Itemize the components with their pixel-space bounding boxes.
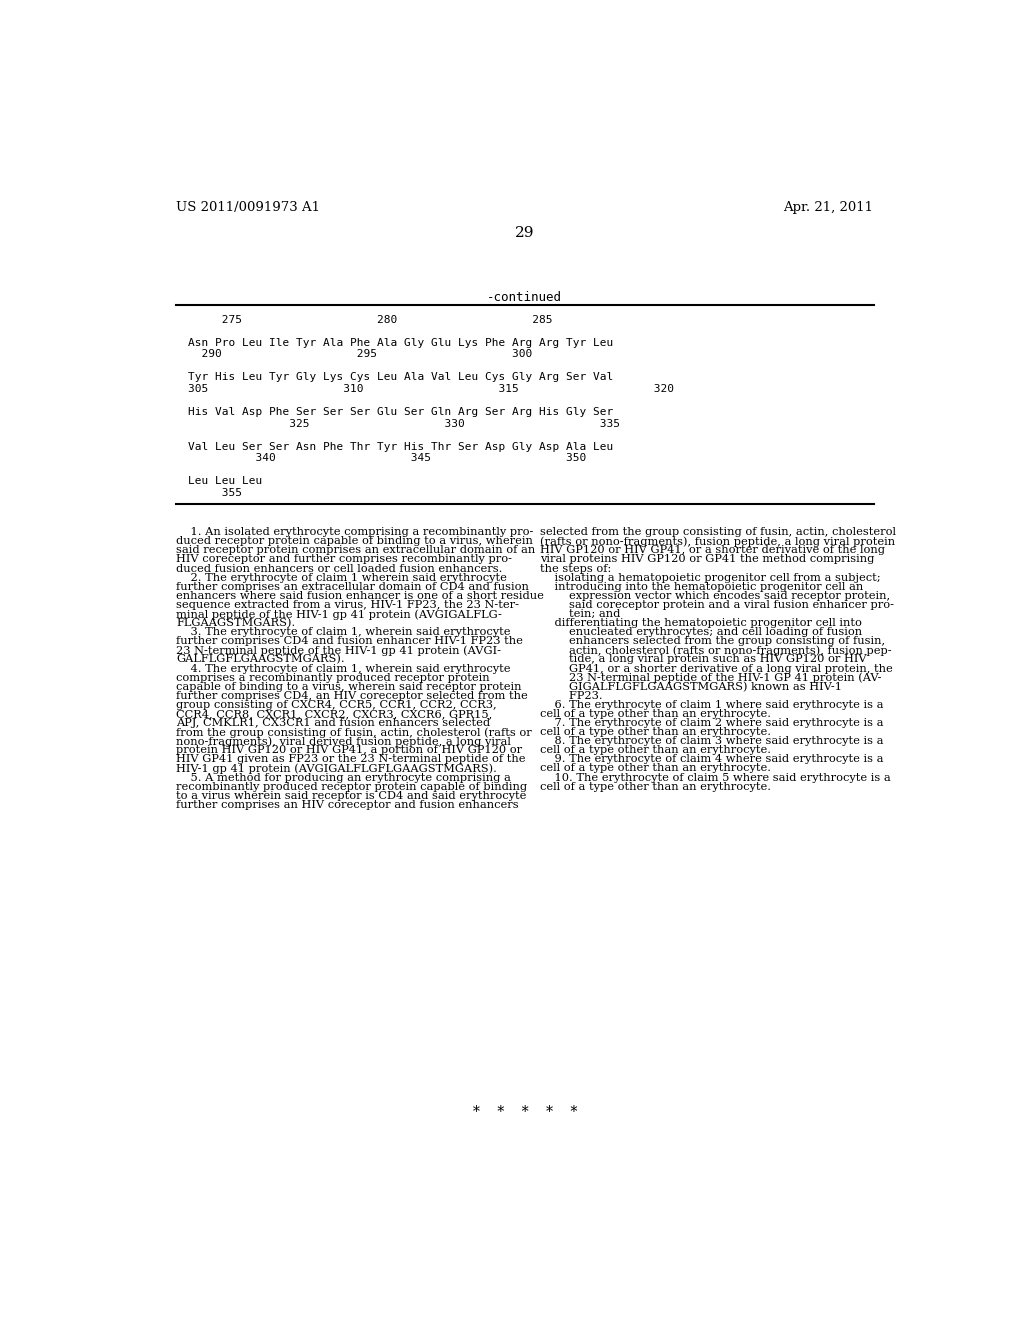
Text: tide, a long viral protein such as HIV GP120 or HIV: tide, a long viral protein such as HIV G… — [541, 655, 867, 664]
Text: FLGAAGSTMGARS).: FLGAAGSTMGARS). — [176, 618, 295, 628]
Text: (rafts or nono-fragments), fusion peptide, a long viral protein: (rafts or nono-fragments), fusion peptid… — [541, 536, 895, 546]
Text: said receptor protein comprises an extracellular domain of an: said receptor protein comprises an extra… — [176, 545, 536, 556]
Text: GALFLGFLGAAGSTMGARS).: GALFLGFLGAAGSTMGARS). — [176, 655, 345, 665]
Text: group consisting of CXCR4, CCR5, CCR1, CCR2, CCR3,: group consisting of CXCR4, CCR5, CCR1, C… — [176, 700, 497, 710]
Text: 325                    330                    335: 325 330 335 — [188, 418, 621, 429]
Text: isolating a hematopoietic progenitor cell from a subject;: isolating a hematopoietic progenitor cel… — [541, 573, 881, 582]
Text: His Val Asp Phe Ser Ser Ser Glu Ser Gln Arg Ser Arg His Gly Ser: His Val Asp Phe Ser Ser Ser Glu Ser Gln … — [188, 407, 613, 417]
Text: nono-fragments), viral derived fusion peptide, a long viral: nono-fragments), viral derived fusion pe… — [176, 737, 511, 747]
Text: Tyr His Leu Tyr Gly Lys Cys Leu Ala Val Leu Cys Gly Arg Ser Val: Tyr His Leu Tyr Gly Lys Cys Leu Ala Val … — [188, 372, 613, 383]
Text: 355: 355 — [188, 488, 243, 498]
Text: 4. The erythrocyte of claim 1, wherein said erythrocyte: 4. The erythrocyte of claim 1, wherein s… — [176, 664, 511, 673]
Text: from the group consisting of fusin, actin, cholesterol (rafts or: from the group consisting of fusin, acti… — [176, 727, 531, 738]
Text: expression vector which encodes said receptor protein,: expression vector which encodes said rec… — [541, 591, 891, 601]
Text: 275                    280                    285: 275 280 285 — [188, 314, 553, 325]
Text: 305                    310                    315                    320: 305 310 315 320 — [188, 384, 675, 393]
Text: HIV GP120 or HIV GP41, or a shorter derivative of the long: HIV GP120 or HIV GP41, or a shorter deri… — [541, 545, 886, 556]
Text: duced receptor protein capable of binding to a virus, wherein: duced receptor protein capable of bindin… — [176, 536, 532, 546]
Text: viral proteins HIV GP120 or GP41 the method comprising: viral proteins HIV GP120 or GP41 the met… — [541, 554, 874, 565]
Text: further comprises CD4 and fusion enhancer HIV-1 FP23 the: further comprises CD4 and fusion enhance… — [176, 636, 523, 647]
Text: recombinantly produced receptor protein capable of binding: recombinantly produced receptor protein … — [176, 781, 527, 792]
Text: further comprises CD4, an HIV coreceptor selected from the: further comprises CD4, an HIV coreceptor… — [176, 690, 527, 701]
Text: cell of a type other than an erythrocyte.: cell of a type other than an erythrocyte… — [541, 709, 771, 719]
Text: the steps of:: the steps of: — [541, 564, 611, 574]
Text: further comprises an extracellular domain of CD4 and fusion: further comprises an extracellular domai… — [176, 582, 529, 591]
Text: 29: 29 — [515, 226, 535, 240]
Text: 6. The erythrocyte of claim 1 where said erythrocyte is a: 6. The erythrocyte of claim 1 where said… — [541, 700, 884, 710]
Text: 23 N-terminal peptide of the HIV-1 GP 41 protein (AV-: 23 N-terminal peptide of the HIV-1 GP 41… — [541, 673, 882, 684]
Text: 7. The erythrocyte of claim 2 where said erythrocyte is a: 7. The erythrocyte of claim 2 where said… — [541, 718, 884, 729]
Text: GIGALFLGFLGAAGSTMGARS) known as HIV-1: GIGALFLGFLGAAGSTMGARS) known as HIV-1 — [541, 681, 843, 692]
Text: differentiating the hematopoietic progenitor cell into: differentiating the hematopoietic progen… — [541, 618, 862, 628]
Text: Asn Pro Leu Ile Tyr Ala Phe Ala Gly Glu Lys Phe Arg Arg Tyr Leu: Asn Pro Leu Ile Tyr Ala Phe Ala Gly Glu … — [188, 338, 613, 347]
Text: enucleated erythrocytes; and cell loading of fusion: enucleated erythrocytes; and cell loadin… — [541, 627, 862, 638]
Text: cell of a type other than an erythrocyte.: cell of a type other than an erythrocyte… — [541, 781, 771, 792]
Text: -continued: -continued — [487, 290, 562, 304]
Text: cell of a type other than an erythrocyte.: cell of a type other than an erythrocyte… — [541, 763, 771, 774]
Text: cell of a type other than an erythrocyte.: cell of a type other than an erythrocyte… — [541, 727, 771, 737]
Text: *    *    *    *    *: * * * * * — [473, 1106, 577, 1119]
Text: minal peptide of the HIV-1 gp 41 protein (AVGIGALFLG-: minal peptide of the HIV-1 gp 41 protein… — [176, 609, 502, 619]
Text: 1. An isolated erythrocyte comprising a recombinantly pro-: 1. An isolated erythrocyte comprising a … — [176, 527, 534, 537]
Text: Leu Leu Leu: Leu Leu Leu — [188, 477, 263, 486]
Text: 10. The erythrocyte of claim 5 where said erythrocyte is a: 10. The erythrocyte of claim 5 where sai… — [541, 772, 891, 783]
Text: capable of binding to a virus, wherein said receptor protein: capable of binding to a virus, wherein s… — [176, 681, 521, 692]
Text: further comprises an HIV coreceptor and fusion enhancers: further comprises an HIV coreceptor and … — [176, 800, 519, 809]
Text: HIV coreceptor and further comprises recombinantly pro-: HIV coreceptor and further comprises rec… — [176, 554, 512, 565]
Text: 290                    295                    300: 290 295 300 — [188, 350, 532, 359]
Text: Val Leu Ser Ser Asn Phe Thr Tyr His Thr Ser Asp Gly Asp Ala Leu: Val Leu Ser Ser Asn Phe Thr Tyr His Thr … — [188, 442, 613, 451]
Text: selected from the group consisting of fusin, actin, cholesterol: selected from the group consisting of fu… — [541, 527, 896, 537]
Text: GP41, or a shorter derivative of a long viral protein, the: GP41, or a shorter derivative of a long … — [541, 664, 893, 673]
Text: CCR4, CCR8, CXCR1, CXCR2, CXCR3, CXCR6, GPR15,: CCR4, CCR8, CXCR1, CXCR2, CXCR3, CXCR6, … — [176, 709, 493, 719]
Text: FP23.: FP23. — [541, 690, 603, 701]
Text: 9. The erythrocyte of claim 4 where said erythrocyte is a: 9. The erythrocyte of claim 4 where said… — [541, 754, 884, 764]
Text: duced fusion enhancers or cell loaded fusion enhancers.: duced fusion enhancers or cell loaded fu… — [176, 564, 503, 574]
Text: 2. The erythrocyte of claim 1 wherein said erythrocyte: 2. The erythrocyte of claim 1 wherein sa… — [176, 573, 507, 582]
Text: 3. The erythrocyte of claim 1, wherein said erythrocyte: 3. The erythrocyte of claim 1, wherein s… — [176, 627, 511, 638]
Text: to a virus wherein said receptor is CD4 and said erythrocyte: to a virus wherein said receptor is CD4 … — [176, 791, 526, 801]
Text: comprises a recombinantly produced receptor protein: comprises a recombinantly produced recep… — [176, 673, 489, 682]
Text: introducing into the hematopoietic progenitor cell an: introducing into the hematopoietic proge… — [541, 582, 863, 591]
Text: sequence extracted from a virus, HIV-1 FP23, the 23 N-ter-: sequence extracted from a virus, HIV-1 F… — [176, 599, 519, 610]
Text: protein HIV GP120 or HIV GP41, a portion of HIV GP120 or: protein HIV GP120 or HIV GP41, a portion… — [176, 746, 522, 755]
Text: US 2011/0091973 A1: US 2011/0091973 A1 — [176, 201, 321, 214]
Text: 340                    345                    350: 340 345 350 — [188, 453, 587, 463]
Text: 5. A method for producing an erythrocyte comprising a: 5. A method for producing an erythrocyte… — [176, 772, 511, 783]
Text: HIV-1 gp 41 protein (AVGIGALFLGFLGAAGSTMGARS).: HIV-1 gp 41 protein (AVGIGALFLGFLGAAGSTM… — [176, 763, 497, 774]
Text: 23 N-terminal peptide of the HIV-1 gp 41 protein (AVGI-: 23 N-terminal peptide of the HIV-1 gp 41… — [176, 645, 501, 656]
Text: APJ, CMKLR1, CX3CR1 and fusion enhancers selected: APJ, CMKLR1, CX3CR1 and fusion enhancers… — [176, 718, 490, 729]
Text: HIV GP41 given as FP23 or the 23 N-terminal peptide of the: HIV GP41 given as FP23 or the 23 N-termi… — [176, 754, 525, 764]
Text: 8. The erythrocyte of claim 3 where said erythrocyte is a: 8. The erythrocyte of claim 3 where said… — [541, 737, 884, 746]
Text: said coreceptor protein and a viral fusion enhancer pro-: said coreceptor protein and a viral fusi… — [541, 599, 894, 610]
Text: tein; and: tein; and — [541, 609, 621, 619]
Text: enhancers where said fusion enhancer is one of a short residue: enhancers where said fusion enhancer is … — [176, 591, 544, 601]
Text: enhancers selected from the group consisting of fusin,: enhancers selected from the group consis… — [541, 636, 886, 647]
Text: cell of a type other than an erythrocyte.: cell of a type other than an erythrocyte… — [541, 746, 771, 755]
Text: actin, cholesterol (rafts or nono-fragments), fusion pep-: actin, cholesterol (rafts or nono-fragme… — [541, 645, 892, 656]
Text: Apr. 21, 2011: Apr. 21, 2011 — [783, 201, 873, 214]
